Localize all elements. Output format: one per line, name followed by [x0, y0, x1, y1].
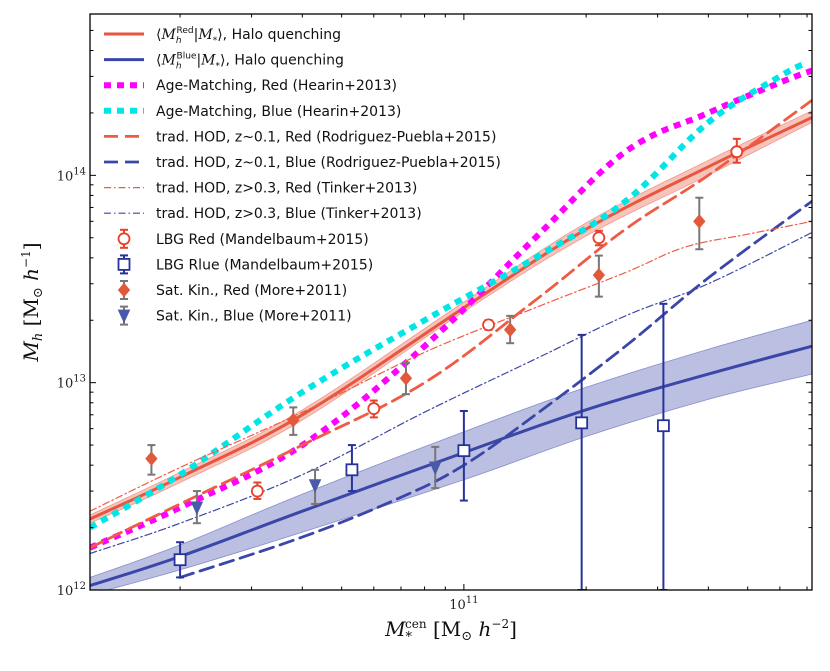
series-8-point: [367, 399, 381, 419]
legend-entry-lbg-rlue-mandelbaum-2015: LBG Rlue (Mandelbaum+2015): [117, 254, 373, 275]
legend-entry-trad-hod-z-0-1-red-rodriguez-puebla-2015: trad. HOD, z~0.1, Red (Rodriguez-Puebla+…: [104, 129, 496, 145]
series-10-point: [287, 406, 300, 436]
series-10-point: [399, 361, 413, 396]
legend-entry-m-h-red-m-halo-quenching: ⟨MhRed|M*⟩, Halo quenching: [104, 26, 341, 46]
legend-label: Sat. Kin., Red (More+2011): [156, 283, 347, 299]
series-10-point: [503, 314, 517, 345]
series-10-point: [145, 444, 158, 476]
series-5-line: [178, 199, 812, 579]
x-tick-label: 1011: [449, 595, 478, 613]
plot-area: [90, 59, 812, 590]
series-11-point: [428, 445, 442, 490]
plot-frame: [89, 13, 813, 591]
legend-entry-sat-kin-red-more-2011: Sat. Kin., Red (More+2011): [117, 280, 347, 300]
y-tick-label: 1012: [57, 581, 86, 599]
series-9-point: [173, 541, 187, 579]
legend-entry-sat-kin-blue-more-2011: Sat. Kin., Blue (More+2011): [117, 305, 352, 326]
legend-label: trad. HOD, z>0.3, Red (Tinker+2013): [156, 181, 417, 197]
series-9-point: [457, 410, 471, 502]
y-axis-label: Mh [M⊙ h−1]: [19, 242, 46, 362]
series-11-point: [190, 490, 204, 525]
y-tick-label: 1013: [57, 374, 86, 392]
series-9-point: [657, 302, 670, 590]
legend: ⟨MhRed|M*⟩, Halo quenching ⟨MhBlue|M*⟩, H…: [104, 26, 501, 326]
series-8-point: [250, 481, 264, 500]
legend-label: ⟨MhBlue|M*⟩, Halo quenching: [156, 52, 344, 72]
series-8-point: [730, 137, 744, 164]
legend-entry-age-matching-red-hearin-2013: Age-Matching, Red (Hearin+2013): [104, 78, 397, 94]
legend-label: Age-Matching, Red (Hearin+2013): [156, 78, 397, 94]
legend-label: Sat. Kin., Blue (More+2011): [156, 309, 352, 325]
legend-label: ⟨MhRed|M*⟩, Halo quenching: [156, 26, 341, 46]
legend-entry-trad-hod-z-0-1-blue-rodriguez-puebla-2015: trad. HOD, z~0.1, Blue (Rodriguez-Puebla…: [104, 155, 501, 171]
series-10-point: [592, 254, 606, 298]
series-7-line: [90, 231, 812, 555]
legend-entry-m-h-blue-m-halo-quenching: ⟨MhBlue|M*⟩, Halo quenching: [104, 52, 344, 72]
series-2-line: [90, 67, 812, 551]
series-8-point: [592, 229, 606, 247]
series-6-line: [90, 220, 812, 512]
y-tick-label: 1014: [57, 166, 86, 184]
legend-label: trad. HOD, z~0.1, Red (Rodriguez-Puebla+…: [156, 129, 496, 145]
legend-entry-trad-hod-z-0-3-blue-tinker-2013: trad. HOD, z>0.3, Blue (Tinker+2013): [104, 206, 422, 222]
legend-label: LBG Red (Mandelbaum+2015): [156, 232, 369, 248]
legend-label: trad. HOD, z~0.1, Blue (Rodriguez-Puebla…: [156, 155, 501, 171]
legend-entry-trad-hod-z-0-3-red-tinker-2013: trad. HOD, z>0.3, Red (Tinker+2013): [104, 181, 417, 197]
legend-label: Age-Matching, Blue (Hearin+2013): [156, 104, 401, 120]
legend-entry-age-matching-blue-hearin-2013: Age-Matching, Blue (Hearin+2013): [104, 104, 401, 120]
x-axis-label: M*cen [M⊙ h−2]: [384, 617, 517, 645]
legend-label: LBG Rlue (Mandelbaum+2015): [156, 257, 373, 273]
legend-label: trad. HOD, z>0.3, Blue (Tinker+2013): [156, 206, 422, 222]
series-9-point: [575, 333, 589, 590]
series-10-point: [693, 196, 706, 251]
series-9-point: [345, 444, 359, 493]
series-11-point: [308, 468, 322, 505]
series-8-point: [482, 318, 495, 332]
legend-entry-lbg-red-mandelbaum-2015: LBG Red (Mandelbaum+2015): [117, 228, 369, 249]
